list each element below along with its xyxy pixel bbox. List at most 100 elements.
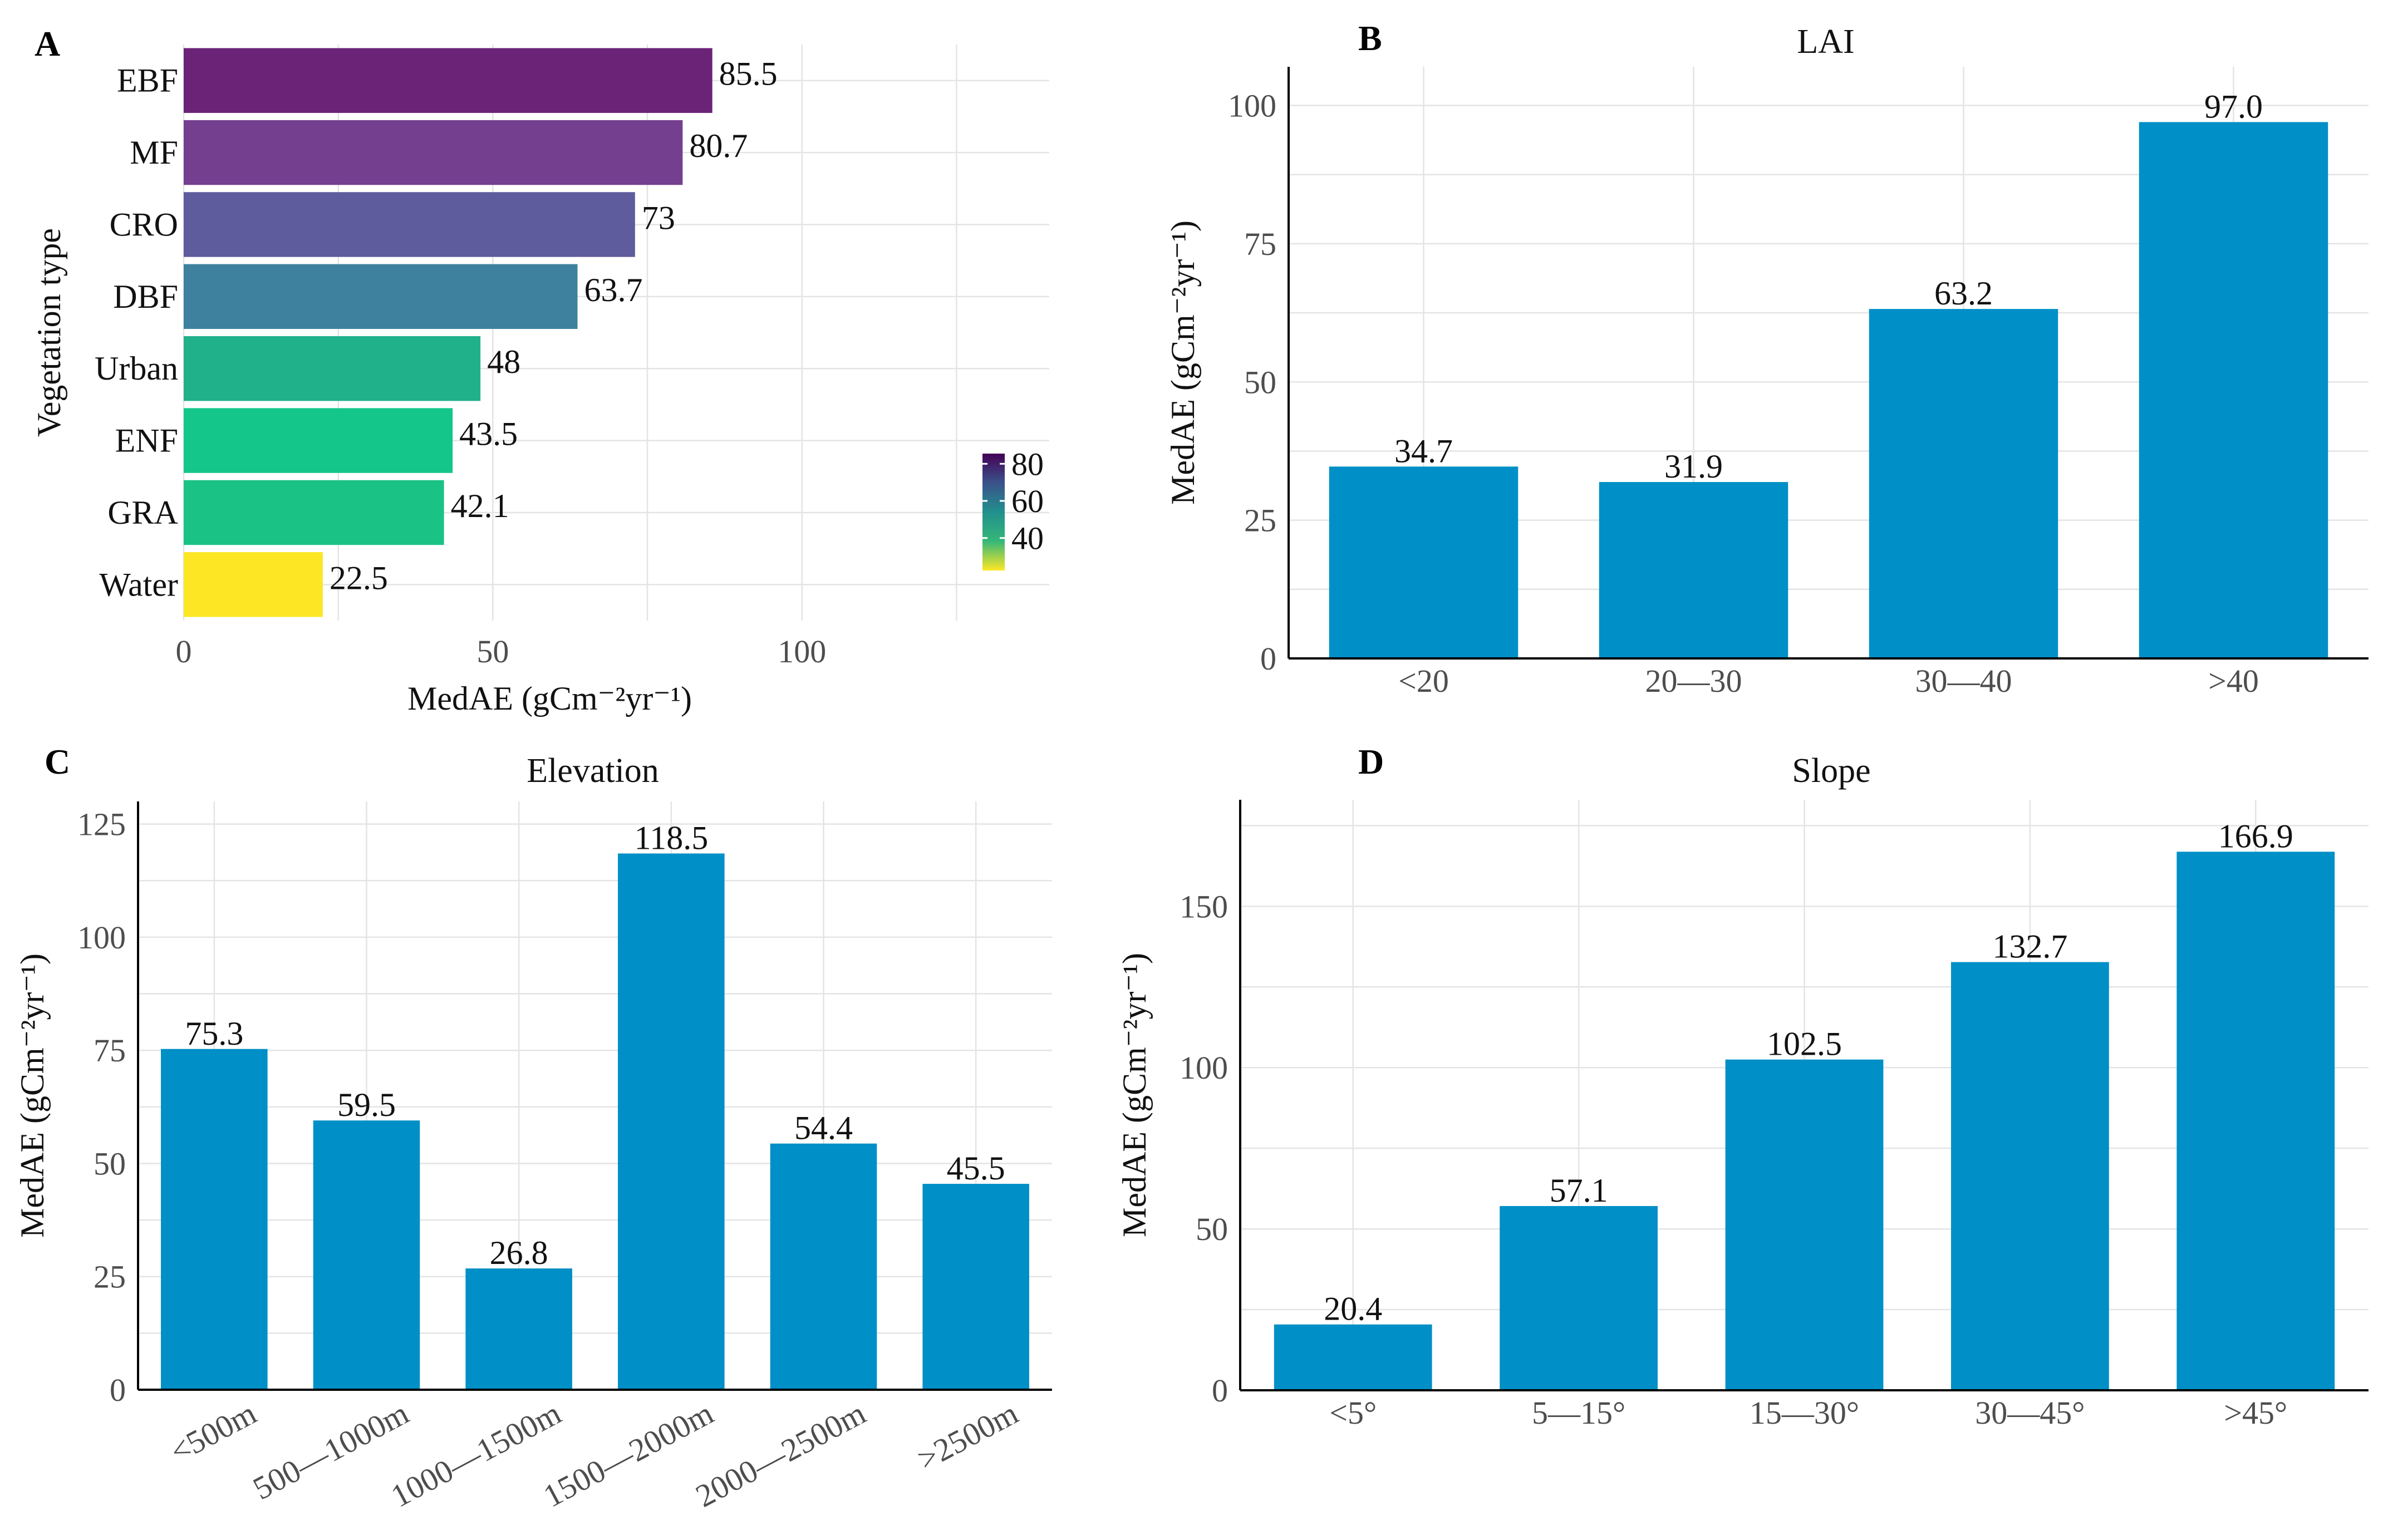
bar-15-30 <box>1725 1059 1884 1390</box>
data-label-1500-2000m: 118.5 <box>634 820 708 857</box>
y-tick-label: 100 <box>1228 88 1276 124</box>
x-tick-label-lt5: <5° <box>1329 1395 1377 1431</box>
data-label-5-15: 57.1 <box>1550 1172 1608 1209</box>
bar-gra <box>184 480 444 545</box>
data-label-ebf: 85.5 <box>719 56 778 92</box>
x-tick-label-1500-2000m: 1500—2000m <box>538 1395 719 1514</box>
panel-letter: D <box>1358 742 1384 781</box>
x-tick-label-2000-2500m: 2000—2500m <box>690 1395 871 1514</box>
category-label-dbf: DBF <box>113 278 178 315</box>
y-tick-label: 100 <box>77 919 126 956</box>
y-axis-title: Vegetation type <box>31 228 67 437</box>
category-label-cro: CRO <box>110 206 178 243</box>
bar-30-45 <box>1951 962 2109 1390</box>
x-tick-label-20-30: 20—30 <box>1645 663 1742 699</box>
panel-title: Elevation <box>527 752 659 790</box>
bar-mf <box>184 120 683 185</box>
y-tick-label: 100 <box>1180 1050 1228 1086</box>
panel-letter: A <box>35 24 60 63</box>
panel-c-elevation: C Elevation75.3<500m59.5500—1000m26.81000… <box>14 742 1052 1514</box>
y-tick-label: 75 <box>94 1032 126 1069</box>
bar-20-30 <box>1599 482 1788 658</box>
x-tick-label: 100 <box>778 633 826 670</box>
y-tick-label: 0 <box>1212 1372 1228 1409</box>
data-label-dbf: 63.7 <box>584 272 643 308</box>
y-tick-label: 50 <box>1244 364 1276 400</box>
x-tick-label-gt2500m: >2500m <box>912 1395 1024 1477</box>
bar-cro <box>184 192 635 257</box>
data-label-urban: 48 <box>487 343 520 380</box>
bar-enf <box>184 408 453 473</box>
bar-urban <box>184 336 481 401</box>
y-axis-title: MedAE (gCm⁻²yr⁻¹) <box>1164 220 1201 505</box>
colorbar-tick-label: 60 <box>1011 483 1044 519</box>
data-label-20-30: 31.9 <box>1664 448 1723 485</box>
bar-1000-1500m <box>465 1268 572 1390</box>
bar-gt45 <box>2176 852 2335 1390</box>
x-tick-label-15-30: 15—30° <box>1750 1395 1859 1431</box>
panel-letter: C <box>45 742 70 781</box>
bar-500-1000m <box>313 1120 420 1390</box>
x-tick-label-lt20: <20 <box>1398 663 1449 699</box>
category-label-gra: GRA <box>107 494 178 531</box>
bar-lt20 <box>1329 466 1519 658</box>
data-label-cro: 73 <box>642 199 675 236</box>
y-tick-label: 75 <box>1244 226 1276 262</box>
data-label-15-30: 102.5 <box>1767 1026 1842 1062</box>
bar-dbf <box>184 264 578 329</box>
category-label-urban: Urban <box>95 350 178 387</box>
colorbar <box>982 454 1005 570</box>
data-label-30-40: 63.2 <box>1934 275 1993 312</box>
panel-d-slope: D Slope 20.4 <5° 57.1 5—15° 102.5 15—30° 132.7 30… <box>1116 742 2369 1431</box>
bar-water <box>184 552 323 617</box>
category-label-mf: MF <box>130 134 178 171</box>
y-tick-label: 50 <box>1196 1211 1228 1247</box>
data-label-lt5: 20.4 <box>1324 1291 1382 1327</box>
data-label-30-45: 132.7 <box>1992 928 2067 965</box>
bar-1500-2000m <box>618 853 725 1390</box>
y-tick-label: 50 <box>94 1145 126 1182</box>
data-label-gt45: 166.9 <box>2218 818 2293 854</box>
data-label-1000-1500m: 26.8 <box>490 1234 548 1271</box>
y-axis-title: MedAE (gCm⁻²yr⁻¹) <box>1116 953 1153 1237</box>
x-tick-label-1000-1500m: 1000—1500m <box>385 1395 567 1514</box>
data-label-enf: 43.5 <box>459 416 518 452</box>
y-tick-label: 0 <box>1260 641 1276 677</box>
category-label-ebf: EBF <box>117 62 178 99</box>
panel-a-vegetation-type: A EBF 85.5 MF 80.7 CRO 73 DBF 63.7 Urban 48 ENF 43.5… <box>31 24 1049 717</box>
bar-ebf <box>184 48 713 113</box>
bar-2000-2500m <box>770 1143 877 1390</box>
bar-lt5 <box>1274 1324 1432 1390</box>
data-label-gt2500m: 45.5 <box>947 1150 1005 1187</box>
bar-lt500m <box>161 1049 268 1390</box>
data-label-mf: 80.7 <box>689 127 748 164</box>
panel-b-lai: B LAI 34.7 <20 31.9 20—30 63.2 30—40 97.0 >40 0 25 5… <box>1164 18 2369 699</box>
y-tick-label: 150 <box>1180 888 1228 924</box>
colorbar-tick-label: 40 <box>1011 520 1044 557</box>
x-tick-label: 50 <box>476 633 509 670</box>
panel-letter: B <box>1358 18 1382 58</box>
x-tick-label-30-40: 30—40 <box>1915 663 2012 699</box>
data-label-lt20: 34.7 <box>1394 432 1453 469</box>
data-label-500-1000m: 59.5 <box>337 1086 396 1123</box>
bar-30-40 <box>1869 309 2058 658</box>
category-label-water: Water <box>99 566 178 603</box>
panel-title: LAI <box>1797 23 1854 61</box>
x-tick-label-lt500m: <500m <box>164 1395 262 1470</box>
bar-gt2500m <box>922 1184 1029 1390</box>
x-tick-label-gt45: >45° <box>2224 1395 2287 1431</box>
bar-gt40 <box>2139 122 2328 658</box>
x-tick-label-5-15: 5—15° <box>1532 1395 1625 1431</box>
y-tick-label: 25 <box>94 1259 126 1295</box>
y-tick-label: 125 <box>77 806 126 843</box>
y-axis-title: MedAE (gCm⁻²yr⁻¹) <box>14 953 51 1238</box>
bar-5-15 <box>1500 1206 1658 1390</box>
y-tick-label: 25 <box>1244 503 1276 539</box>
category-label-enf: ENF <box>115 422 178 459</box>
y-tick-label: 0 <box>110 1372 126 1408</box>
data-label-gra: 42.1 <box>451 488 509 524</box>
x-tick-label: 0 <box>176 633 192 670</box>
panel-title: Slope <box>1792 752 1870 790</box>
data-label-water: 22.5 <box>330 559 388 596</box>
